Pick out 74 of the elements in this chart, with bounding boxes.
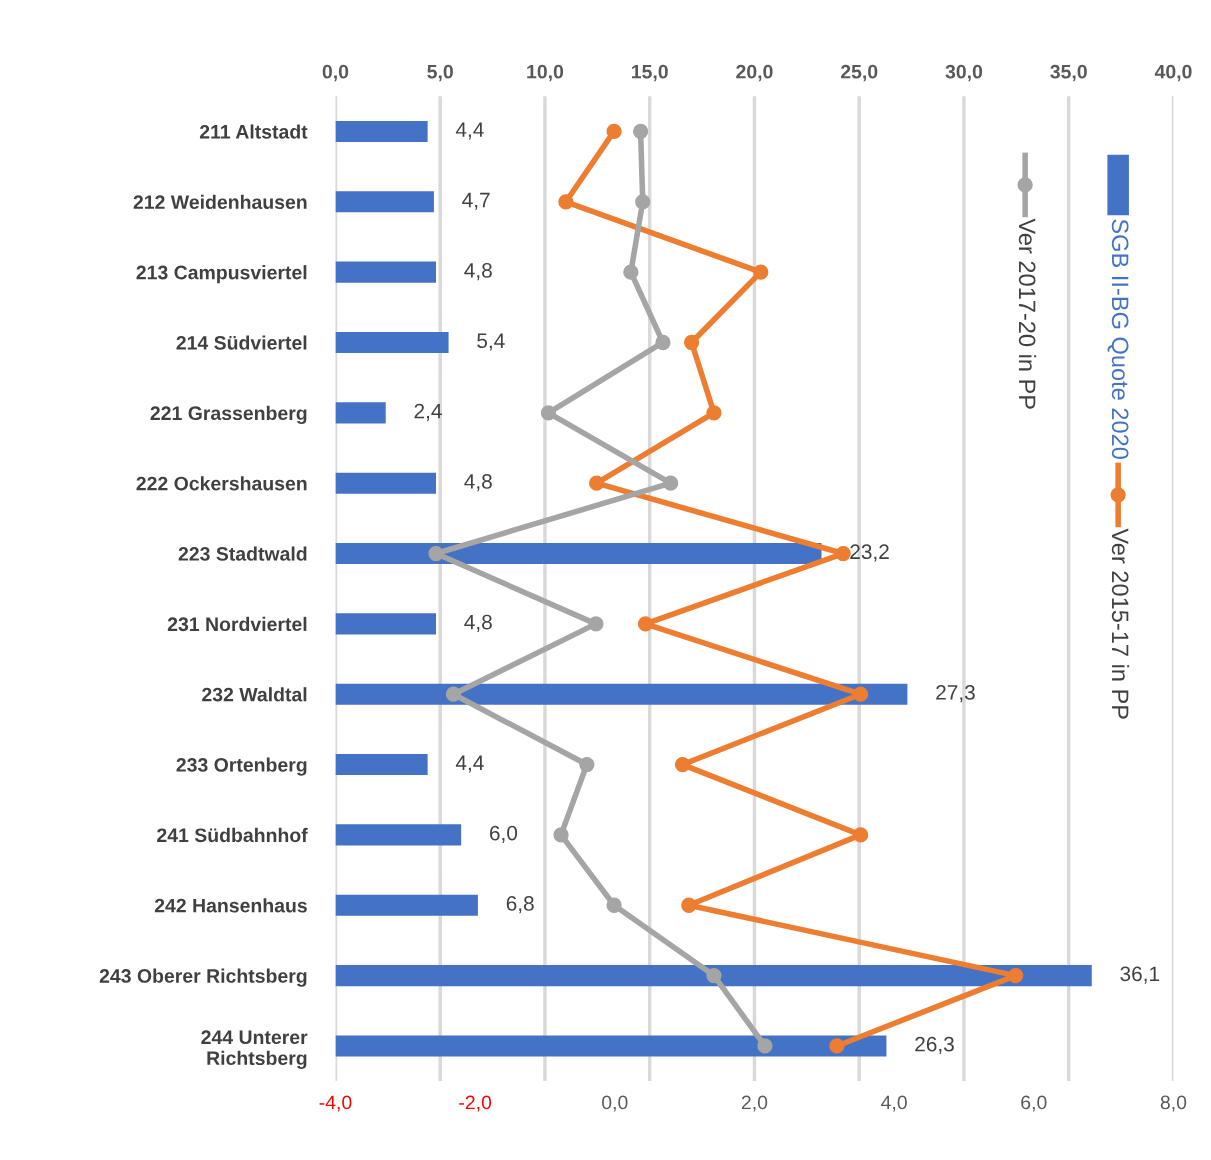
x2-tick-label: 15,0 [632, 64, 668, 82]
point [428, 545, 444, 562]
y-tick-label: 231 Nordviertel [167, 616, 307, 632]
point [683, 334, 700, 351]
data-label: 6,0 [489, 825, 518, 843]
x2-tick-label: 10,0 [527, 64, 564, 82]
y-tick-label: 214 Südviertel [176, 335, 307, 350]
y-tick-label: 222 Ockershausen [136, 476, 307, 491]
y-tick-label: 213 Campusviertel [136, 265, 307, 284]
legend-label: Ver 2017-20 in PP [1018, 218, 1037, 409]
data-label: 4,8 [464, 262, 492, 281]
x2-tick-label: 25,0 [840, 64, 878, 82]
x-tick-label: 4,0 [881, 1095, 907, 1112]
data-label: 4,8 [464, 474, 492, 492]
point [588, 616, 604, 632]
y-tick-label: 221 Grassenberg [150, 405, 307, 424]
y-tick-label: 243 Oberer Richtsberg [99, 968, 307, 987]
point [445, 686, 462, 702]
point [757, 1038, 773, 1054]
x-tick-label: 0,0 [602, 1095, 628, 1112]
data-label: 23,2 [850, 544, 889, 562]
point [606, 897, 622, 913]
point [706, 405, 722, 421]
point [829, 1038, 845, 1054]
x-tick-label: 8,0 [1160, 1095, 1187, 1112]
point [588, 475, 605, 491]
data-label: 36,1 [1120, 966, 1160, 984]
point [663, 475, 679, 491]
data-label: 4,4 [455, 122, 484, 140]
data-label: 2,4 [414, 403, 442, 421]
data-label: 5,4 [477, 333, 505, 351]
point [540, 405, 557, 421]
y-tick-label: 242 Hansenhaus [154, 898, 307, 913]
x-tick-label: 6,0 [1021, 1095, 1047, 1112]
point [655, 334, 671, 351]
x2-tick-label: 0,0 [322, 64, 349, 82]
x2-tick-label: 20,0 [736, 64, 773, 82]
point [753, 264, 769, 280]
data-label: 6,8 [506, 896, 534, 914]
data-label: 4,7 [462, 192, 490, 210]
point [681, 897, 697, 913]
y-tick-label: 233 Ortenberg [176, 757, 307, 776]
legend-label: Ver 2015-17 in PP [1111, 528, 1130, 719]
x2-tick-label: 40,0 [1154, 64, 1192, 82]
point [606, 123, 622, 140]
point [835, 545, 851, 562]
y-tick-label: 232 Waldtal [202, 687, 307, 702]
point [553, 827, 569, 843]
x2-tick-label: 35,0 [1050, 64, 1087, 82]
data-label: 27,3 [936, 685, 975, 703]
point [635, 194, 651, 210]
x-tick-label: 2,0 [741, 1095, 768, 1112]
x2-tick-label: 30,0 [945, 64, 983, 82]
y-tick-label: 223 Stadtwald [178, 546, 307, 561]
x-tick-label: -4,0 [319, 1095, 352, 1112]
point [674, 756, 691, 773]
x2-tick-label: 5,0 [427, 64, 453, 82]
x-tick-label: -2,0 [459, 1095, 492, 1112]
data-label: 4,4 [455, 755, 484, 773]
y-tick-label: 244 Unterer Richtsberg [201, 1030, 308, 1069]
point [637, 616, 654, 632]
point [623, 264, 639, 280]
y-tick-label: 211 Altstadt [199, 124, 308, 139]
point [706, 967, 722, 984]
point [632, 123, 649, 140]
data-label: 4,8 [464, 614, 492, 632]
point [852, 686, 869, 702]
text: SGB II-BG Quote 2020 [1107, 219, 1129, 459]
point [1007, 967, 1024, 984]
y-tick-label: 241 Südbahnhof [157, 827, 308, 843]
data-label: 26,3 [915, 1036, 954, 1054]
point [558, 194, 574, 210]
point [579, 756, 595, 773]
y-tick-label: 212 Weidenhausen [133, 194, 307, 210]
